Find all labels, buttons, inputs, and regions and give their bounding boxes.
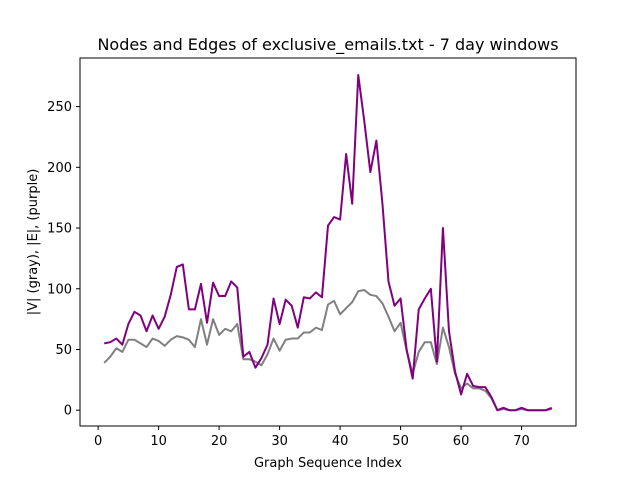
series-line-gray <box>103 288 552 412</box>
y-tick-label: 0 <box>64 404 72 419</box>
x-tick-label: 50 <box>392 434 409 449</box>
y-tick-label: 150 <box>47 222 72 237</box>
x-axis-title: Graph Sequence Index <box>254 456 402 471</box>
axes-layer: 0 10 20 30 40 50 60 70 0 50 100 150 200 250 <box>47 100 530 449</box>
x-tick-label: 0 <box>94 434 102 449</box>
y-tick-label: 250 <box>47 100 72 115</box>
y-axis-title: |V| (gray), |E|, (purple) <box>26 169 41 316</box>
x-tick-label: 70 <box>513 434 530 449</box>
x-tick-label: 60 <box>453 434 470 449</box>
chart-title: Nodes and Edges of exclusive_emails.txt … <box>97 35 558 55</box>
x-tick-label: 30 <box>271 434 288 449</box>
series-layer <box>103 74 553 412</box>
y-tick-label: 50 <box>55 343 72 358</box>
series-line-purple <box>104 74 553 412</box>
plot-frame <box>79 57 577 427</box>
x-tick-label: 10 <box>150 434 167 449</box>
y-tick-label: 200 <box>47 161 72 176</box>
y-tick-label: 100 <box>47 282 72 297</box>
x-tick-label: 20 <box>211 434 228 449</box>
x-tick-label: 40 <box>332 434 349 449</box>
